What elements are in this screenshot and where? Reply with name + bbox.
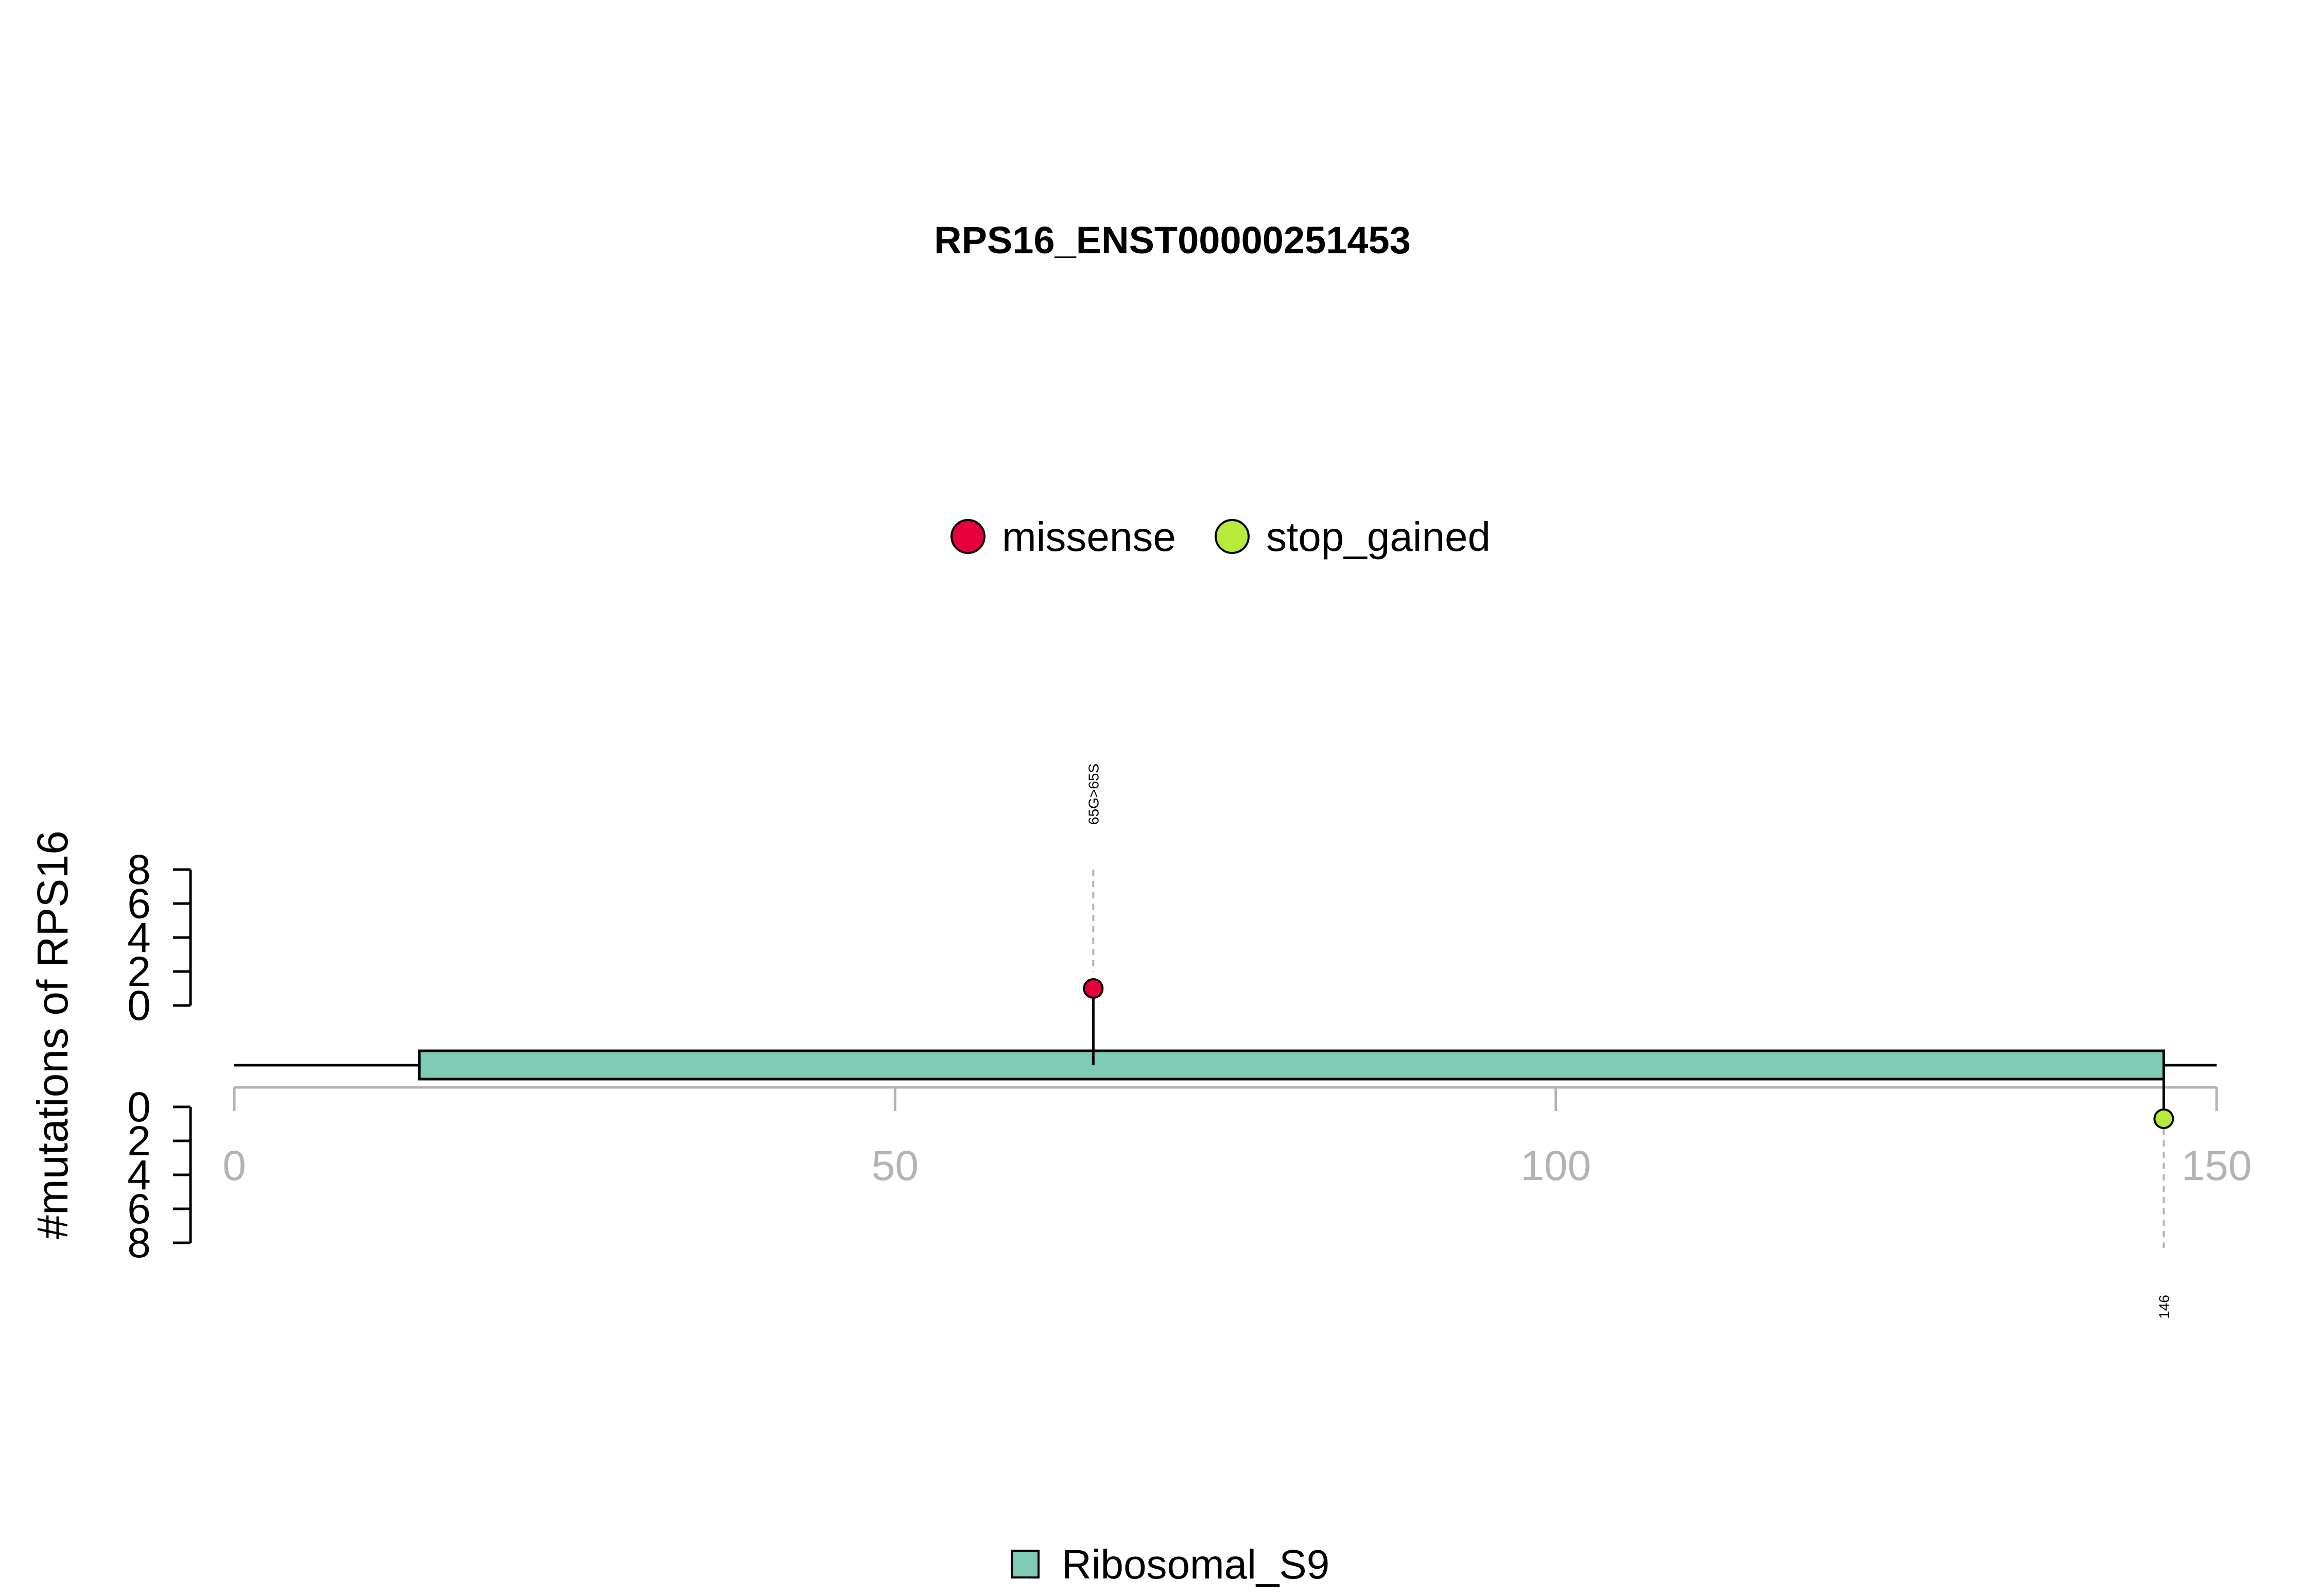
lower-y-tick-label: 6	[127, 1186, 151, 1233]
domains	[418, 1049, 2165, 1081]
legend-missense-dot	[950, 519, 985, 554]
x-tick-label: 100	[1520, 1142, 1591, 1189]
mutation-label: 65G>65S	[1085, 764, 1101, 825]
domain-box	[418, 1049, 2165, 1081]
mutation-dot	[2153, 1108, 2174, 1129]
domain-legend-label: Ribosomal_S9	[1062, 1541, 1329, 1587]
mutation-dot	[1083, 978, 1104, 999]
upper-y-tick-label: 8	[127, 846, 151, 893]
mutation-legend: missense stop_gained	[950, 514, 1491, 560]
y-axis-label: #mutations of RPS16	[28, 830, 77, 1239]
upper-y-tick-label: 4	[127, 914, 151, 961]
x-tick-label: 50	[872, 1142, 919, 1189]
x-tick-label: 150	[2182, 1142, 2252, 1189]
domain-legend-swatch	[1011, 1550, 1040, 1578]
mutation-label: 146	[2156, 1295, 2172, 1319]
mutations: 65G>65S 146	[1083, 764, 2174, 1319]
chart-title: RPS16_ENST00000251453	[934, 219, 1411, 262]
legend-stop-gained-dot	[1215, 519, 1250, 554]
upper-y-tick-label: 2	[127, 948, 151, 995]
x-axis: 0 50 100 150	[222, 1086, 2252, 1189]
legend-stop-gained-label: stop_gained	[1266, 514, 1491, 560]
lower-y-tick-label: 8	[127, 1220, 151, 1267]
domain-legend: Ribosomal_S9	[1011, 1541, 1329, 1587]
lower-y-tick-label: 4	[127, 1152, 151, 1199]
upper-y-tick-label: 6	[127, 880, 151, 927]
upper-y-tick-label: 0	[127, 982, 151, 1029]
legend-missense-label: missense	[1002, 514, 1176, 560]
lower-y-tick-label: 0	[127, 1084, 151, 1131]
lower-y-tick-label: 2	[127, 1118, 151, 1165]
x-tick-label: 0	[222, 1142, 246, 1189]
